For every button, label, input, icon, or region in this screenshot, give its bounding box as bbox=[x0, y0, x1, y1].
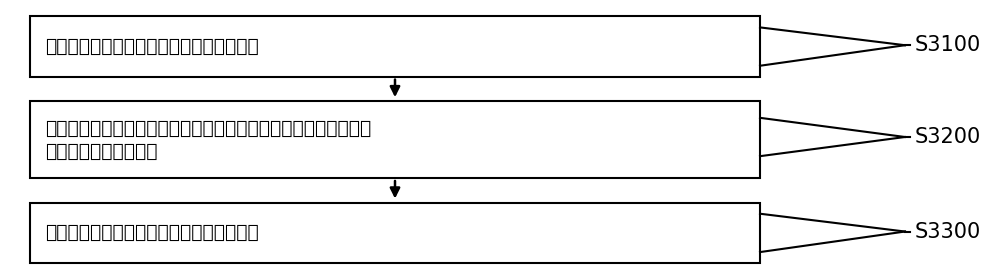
Text: S3100: S3100 bbox=[915, 35, 981, 55]
FancyBboxPatch shape bbox=[30, 16, 760, 77]
Text: 点云属性预测方法确定当前点的属性预测值: 点云属性预测方法确定当前点的属性预测值 bbox=[45, 37, 259, 56]
Text: S3300: S3300 bbox=[915, 222, 981, 241]
Text: 述当前点的属性残差值: 述当前点的属性残差值 bbox=[45, 142, 158, 161]
FancyBboxPatch shape bbox=[30, 203, 760, 263]
Text: 根据所述当前点的属性值与所述当前点的属性预测值的差值确定所: 根据所述当前点的属性值与所述当前点的属性预测值的差值确定所 bbox=[45, 119, 371, 138]
Text: 将所述当前点的属性残差值编码进点云码流: 将所述当前点的属性残差值编码进点云码流 bbox=[45, 223, 259, 242]
FancyBboxPatch shape bbox=[30, 101, 760, 178]
Text: S3200: S3200 bbox=[915, 127, 981, 147]
